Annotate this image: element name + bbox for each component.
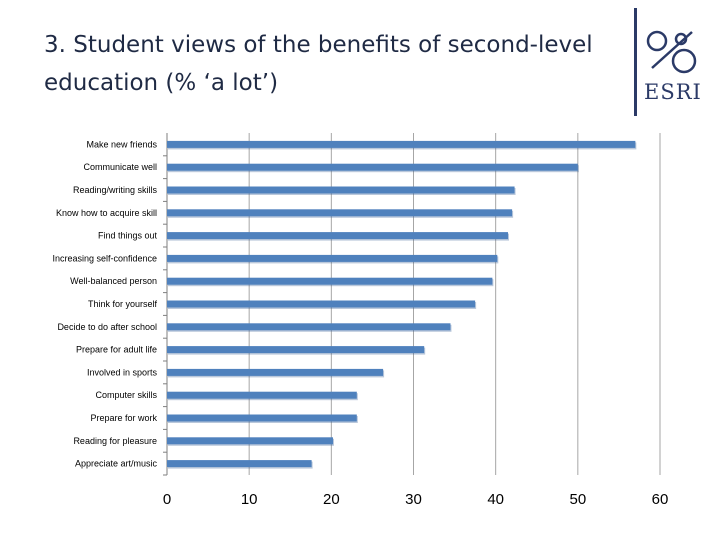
x-tick-label: 30 — [405, 491, 422, 508]
category-label: Prepare for adult life — [76, 345, 157, 355]
x-tick-label: 50 — [569, 491, 586, 508]
x-tick-label: 60 — [652, 491, 669, 508]
x-tick-label: 20 — [323, 491, 340, 508]
bar — [167, 186, 515, 194]
category-label: Appreciate art/music — [75, 459, 158, 469]
category-label: Computer skills — [95, 390, 157, 400]
x-tick-label: 40 — [487, 491, 504, 508]
category-label: Reading for pleasure — [73, 436, 157, 446]
bar — [167, 232, 508, 240]
esri-mark-icon — [646, 30, 697, 74]
x-tick-label: 0 — [163, 491, 171, 508]
logo-text: ESRI — [644, 80, 702, 104]
bar — [167, 414, 357, 422]
x-axis-ticks: 0 10 20 30 40 50 60 — [163, 491, 669, 508]
page-title: 3. Student views of the benefits of seco… — [44, 32, 593, 96]
esri-logo: ESRI — [634, 8, 714, 118]
bar — [167, 368, 384, 376]
category-label: Find things out — [98, 231, 158, 241]
bar — [167, 323, 451, 331]
category-label: Decide to do after school — [57, 322, 157, 332]
bar — [167, 437, 333, 445]
x-tick-label: 10 — [241, 491, 258, 508]
category-label: Reading/writing skills — [73, 185, 158, 195]
category-label: Increasing self-confidence — [52, 253, 157, 263]
bar — [167, 209, 513, 217]
category-label: Know how to acquire skill — [56, 208, 157, 218]
category-label: Make new friends — [86, 139, 157, 149]
bar — [167, 460, 312, 468]
bar — [167, 163, 578, 171]
bar — [167, 391, 357, 399]
category-label: Prepare for work — [90, 413, 157, 423]
bar — [167, 277, 493, 285]
category-label: Involved in sports — [87, 367, 158, 377]
bars — [167, 140, 637, 469]
category-label: Well-balanced person — [70, 276, 157, 286]
category-label: Think for yourself — [88, 299, 158, 309]
bar — [167, 346, 425, 354]
bar — [167, 300, 476, 308]
bar — [167, 140, 636, 148]
logo-divider — [634, 8, 637, 116]
category-labels: Make new friends Communicate well Reading/… — [52, 139, 157, 468]
bar — [167, 254, 498, 262]
category-label: Communicate well — [83, 162, 157, 172]
